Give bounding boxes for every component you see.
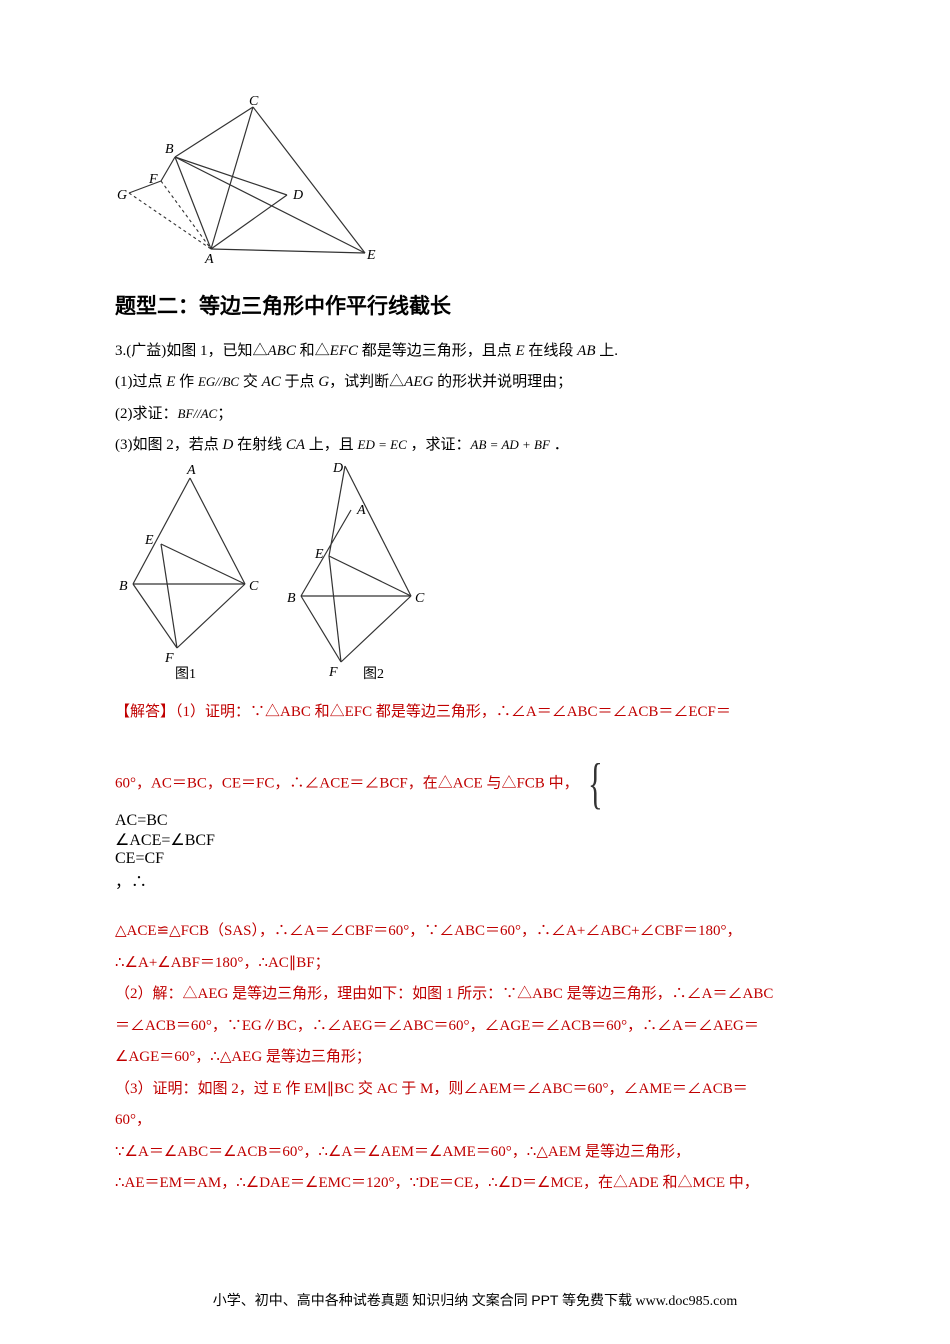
figure-top-svg: A B C D E F G — [115, 95, 380, 265]
answer-part3-line1: （3）证明：如图 2，过 E 作 EM∥BC 交 AC 于 M，则∠AEM＝∠A… — [115, 1074, 835, 1106]
svg-text:F: F — [148, 172, 158, 187]
figure-top: A B C D E F G — [115, 95, 835, 270]
answer-part1-line4: ∴∠A+∠ABF＝180°，∴AC∥BF； — [115, 948, 835, 980]
sub1-d: 于点 — [281, 374, 319, 390]
svg-text:图1: 图1 — [175, 667, 196, 682]
svg-text:F: F — [328, 665, 338, 680]
sub1-f: 的形状并说明理由； — [433, 374, 572, 390]
page-footer: 小学、初中、高中各种试卷真题 知识归纳 文案合同 PPT 等免费下载 www.d… — [0, 1290, 950, 1310]
math-edec: ED = EC — [358, 437, 407, 452]
math-d: D — [223, 437, 234, 453]
svg-text:C: C — [249, 95, 259, 109]
sub3-e: ． — [554, 437, 569, 453]
sub3-d: ，求证： — [411, 437, 471, 453]
svg-text:F: F — [164, 651, 174, 666]
math-ab: AB — [577, 343, 595, 359]
stem-1a: 如图 1，已知△ — [166, 343, 267, 359]
svg-text:D: D — [332, 462, 343, 476]
footer-ppt: PPT — [531, 1292, 558, 1308]
math-aeg: AEG — [404, 374, 433, 390]
svg-text:E: E — [144, 533, 154, 548]
math-g: G — [318, 374, 329, 390]
sub1-b: 作 — [175, 374, 194, 390]
left-brace-icon: { — [588, 756, 603, 812]
sub1-e: ，试判断△ — [329, 374, 404, 390]
svg-text:B: B — [119, 579, 128, 594]
math-ac: AC — [262, 374, 281, 390]
problem-sub2: (2)求证：BF//AC； — [115, 399, 835, 431]
figure-pair: A E B C F 图1 D A E B C F 图2 — [115, 462, 835, 687]
answer-part3-line2: 60°， — [115, 1105, 835, 1137]
svg-text:B: B — [287, 591, 296, 606]
math-e: E — [515, 343, 524, 359]
answer-part3-line4: ∴AE＝EM＝AM，∴∠DAE＝∠EMC＝120°，∵DE＝CE，∴∠D＝∠MC… — [115, 1168, 835, 1200]
ans-1-2a: 60°，AC＝BC，CE＝FC，∴∠ACE＝∠BCF，在△ACE 与△FCB 中… — [115, 776, 579, 792]
sub2-b: ； — [217, 406, 232, 422]
answer-part3-line3: ∵∠A＝∠ABC＝∠ACB＝60°，∴∠A＝∠AEM＝∠AME＝60°，∴△AE… — [115, 1137, 835, 1169]
math-efc: EFC — [330, 343, 358, 359]
answer-part1-line3: △ACE≌△FCB（SAS），∴∠A＝∠CBF＝60°，∵∠ABC＝60°，∴∠… — [115, 916, 835, 948]
math-bfac: BF//AC — [178, 406, 218, 421]
sub1-a: (1)过点 — [115, 374, 166, 390]
stem-1d: 在线段 — [525, 343, 578, 359]
svg-text:图2: 图2 — [363, 667, 384, 682]
ans-1-1: （1）证明：∵△ABC 和△EFC 都是等边三角形，∴∠A＝∠ABC＝∠ACB＝… — [175, 704, 731, 720]
section-heading: 题型二：等边三角形中作平行线截长 — [115, 290, 835, 324]
answer-part2-line3: ∠AGE＝60°，∴△AEG 是等边三角形； — [115, 1042, 835, 1074]
answer-part1-line2: 60°，AC＝BC，CE＝FC，∴∠ACE＝∠BCF，在△ACE 与△FCB 中… — [115, 756, 835, 812]
svg-text:E: E — [314, 547, 324, 562]
footer-url: www.doc985.com — [635, 1294, 737, 1309]
brace-system: { — [582, 756, 613, 812]
brace-line-1: AC=BC — [115, 812, 835, 830]
answer-label: 【解答】 — [115, 704, 175, 720]
svg-text:D: D — [292, 188, 303, 203]
math-abadbf: AB = AD + BF — [471, 437, 550, 452]
svg-text:G: G — [117, 188, 127, 203]
answer-part2-line1: （2）解：△AEG 是等边三角形，理由如下：如图 1 所示：∵△ABC 是等边三… — [115, 979, 835, 1011]
figure-pair-svg: A E B C F 图1 D A E B C F 图2 — [115, 462, 425, 682]
sub3-b: 在射线 — [233, 437, 286, 453]
math-abc: ABC — [268, 343, 296, 359]
stem-1b: 和△ — [296, 343, 330, 359]
math-ca: CA — [286, 437, 305, 453]
answer-part2-line2: ＝∠ACB＝60°，∵EG∥BC，∴∠AEG＝∠ABC＝60°，∠AGE＝∠AC… — [115, 1011, 835, 1043]
problem-sub3: (3)如图 2，若点 D 在射线 CA 上，且 ED = EC ，求证：AB =… — [115, 430, 835, 462]
stem-1e: 上. — [596, 343, 619, 359]
svg-text:C: C — [415, 591, 425, 606]
svg-text:A: A — [356, 503, 366, 518]
svg-text:E: E — [366, 248, 376, 263]
sub3-c: 上，且 — [305, 437, 354, 453]
svg-text:C: C — [249, 579, 259, 594]
answer-part1-line1: 【解答】（1）证明：∵△ABC 和△EFC 都是等边三角形，∴∠A＝∠ABC＝∠… — [115, 697, 835, 729]
problem-source: 3.(广益) — [115, 343, 166, 359]
problem-sub1: (1)过点 E 作 EG//BC 交 AC 于点 G，试判断△AEG 的形状并说… — [115, 367, 835, 399]
footer-text-b: 等免费下载 — [558, 1294, 635, 1309]
svg-text:A: A — [204, 252, 214, 265]
math-egbc: EG//BC — [198, 374, 239, 389]
sub2-a: (2)求证： — [115, 406, 178, 422]
brace-line-2: ∠ACE=∠BCF — [115, 830, 835, 850]
stem-1c: 都是等边三角形，且点 — [358, 343, 516, 359]
ans-1-2b: ，∴ — [115, 874, 147, 891]
brace-line-3: CE=CF — [115, 850, 835, 868]
sub1-c: 交 — [243, 374, 262, 390]
footer-text-a: 小学、初中、高中各种试卷真题 知识归纳 文案合同 — [213, 1294, 532, 1309]
sub3-a: (3)如图 2，若点 — [115, 437, 223, 453]
svg-text:B: B — [165, 142, 174, 157]
problem-stem-line1: 3.(广益)如图 1，已知△ABC 和△EFC 都是等边三角形，且点 E 在线段… — [115, 336, 835, 368]
svg-text:A: A — [186, 463, 196, 478]
